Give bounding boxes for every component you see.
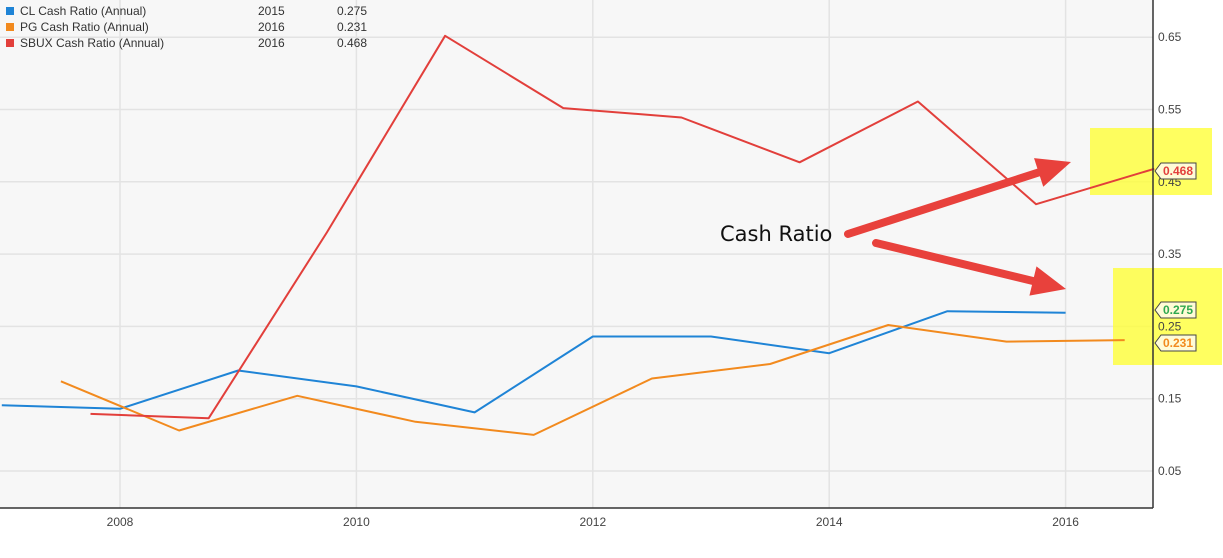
end-label-box xyxy=(1154,334,1197,352)
arrow-layer xyxy=(844,158,1071,296)
legend-year-cl: 2015 xyxy=(258,4,285,18)
legend-swatch-pg xyxy=(6,23,14,31)
legend-label-cl: CL Cash Ratio (Annual) xyxy=(20,4,147,18)
y-tick-label: 0.65 xyxy=(1158,30,1182,44)
arrow-head xyxy=(1029,266,1066,296)
y-tick-label: 0.35 xyxy=(1158,247,1182,261)
end-label-text: 0.275 xyxy=(1163,303,1193,317)
y-tick-label: 0.15 xyxy=(1158,392,1182,406)
end-label-cl: 0.275 xyxy=(1154,301,1197,319)
arrow-shaft xyxy=(844,168,1043,238)
x-tick-label: 2014 xyxy=(816,515,843,529)
x-tick-label: 2010 xyxy=(343,515,370,529)
legend-item-sbux[interactable]: SBUX Cash Ratio (Annual) 2016 0.468 xyxy=(0,35,375,51)
arrow-shaft xyxy=(872,239,1037,285)
end-label-text: 0.231 xyxy=(1163,336,1193,350)
series-line-cl[interactable] xyxy=(1,310,1066,414)
legend-swatch-sbux xyxy=(6,39,14,47)
end-label-pg: 0.231 xyxy=(1154,334,1197,352)
arrow-to-sbux xyxy=(844,158,1071,238)
axis-layer: 2008 2010 2012 2014 20160.050.150.250.350.45… xyxy=(0,0,1182,529)
end-label-sbux: 0.468 xyxy=(1154,162,1197,180)
label-layer: 0.275 0.231 0.468 xyxy=(1154,162,1197,352)
legend-label-sbux: SBUX Cash Ratio (Annual) xyxy=(20,36,165,50)
x-tick-label: 2012 xyxy=(579,515,606,529)
legend-year-pg: 2016 xyxy=(258,20,285,34)
y-tick-label: 0.55 xyxy=(1158,103,1182,117)
end-label-text: 0.468 xyxy=(1163,164,1193,178)
y-tick-label: 0.25 xyxy=(1158,319,1182,333)
highlight-box-sbux xyxy=(1090,128,1212,195)
legend-item-pg[interactable]: PG Cash Ratio (Annual) 2016 0.231 xyxy=(0,19,375,35)
legend-value-pg: 0.231 xyxy=(337,20,368,34)
end-label-box xyxy=(1154,162,1197,180)
x-tick-label: 2016 xyxy=(1052,515,1079,529)
series-layer xyxy=(1,34,1155,436)
series-line-pg[interactable] xyxy=(60,324,1125,436)
series-line-sbux[interactable] xyxy=(90,34,1155,420)
legend-swatch-cl xyxy=(6,7,14,15)
legend: CL Cash Ratio (Annual) 2015 0.275 PG Cas… xyxy=(0,3,375,51)
end-label-box xyxy=(1154,301,1197,319)
legend-value-cl: 0.275 xyxy=(337,4,368,18)
legend-year-sbux: 2016 xyxy=(258,36,285,50)
cash-ratio-annotation: Cash Ratio xyxy=(720,222,833,246)
legend-label-pg: PG Cash Ratio (Annual) xyxy=(20,20,149,34)
legend-value-sbux: 0.468 xyxy=(337,36,368,50)
legend-item-cl[interactable]: CL Cash Ratio (Annual) 2015 0.275 xyxy=(0,3,375,19)
y-tick-label: 0.05 xyxy=(1158,464,1182,478)
arrow-to-cl-pg xyxy=(872,239,1066,296)
arrow-head xyxy=(1034,158,1071,187)
x-tick-label: 2008 xyxy=(107,515,134,529)
